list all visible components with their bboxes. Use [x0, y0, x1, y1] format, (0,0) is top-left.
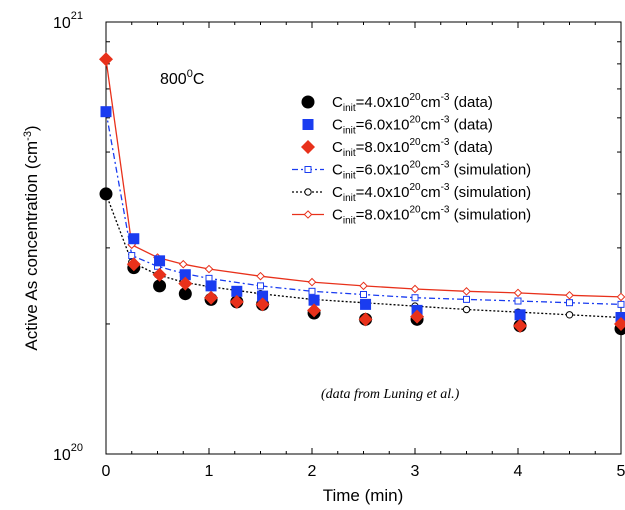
legend-label: Cinit=8.0x1020cm-3 (simulation)	[332, 205, 531, 227]
data-point-sim-4	[462, 305, 471, 314]
legend-label: Cinit=8.0x1020cm-3 (data)	[332, 137, 493, 159]
data-point-2	[614, 316, 625, 331]
data-point-sim-5	[616, 292, 625, 302]
data-point-0	[99, 187, 113, 201]
data-point-2	[513, 318, 528, 333]
y-tick-label: 1020	[53, 442, 83, 464]
x-tick-labels: 0 1 2 3 4 5	[102, 463, 625, 480]
data-point-1	[154, 255, 166, 267]
temperature-annotation: 8000C	[160, 68, 204, 88]
legend-entry: Cinit=8.0x1020cm-3 (simulation)	[292, 205, 531, 227]
data-point-2	[307, 303, 322, 318]
data-point-2	[358, 312, 373, 327]
data-point-0	[178, 287, 192, 301]
y-axis-label-exponent: -3	[22, 131, 34, 141]
data-point-sim-5	[462, 287, 471, 296]
data-point-1	[360, 298, 372, 310]
legend-label: Cinit=4.0x1020cm-3 (simulation)	[332, 182, 531, 204]
legend-entry: Cinit=4.0x1020cm-3 (simulation)	[292, 182, 531, 204]
data-point-1	[257, 290, 269, 302]
x-tick-label: 5	[617, 463, 625, 480]
x-axis-label: Time (min)	[323, 486, 404, 505]
data-point-2	[99, 52, 113, 67]
data-point-2	[410, 309, 425, 324]
data-point-sim-3	[617, 300, 625, 308]
data-point-sim-3	[566, 299, 573, 307]
data-point-sim-5	[204, 264, 214, 274]
legend-entry: Cinit=8.0x1020cm-3 (data)	[301, 137, 493, 159]
legend: Cinit=4.0x1020cm-3 (data)Cinit=6.0x1020c…	[292, 92, 531, 227]
y-tick-label: 1021	[53, 10, 83, 32]
data-point-1	[205, 280, 217, 292]
data-point-2	[204, 290, 219, 305]
legend-entry: Cinit=4.0x1020cm-3 (data)	[301, 92, 493, 114]
y-tick-labels: 1021 1020	[53, 10, 83, 464]
x-tick-label: 3	[411, 463, 420, 480]
data-point-1	[100, 106, 112, 118]
data-point-2	[152, 267, 167, 282]
data-point-1	[308, 294, 320, 306]
series-markers	[99, 52, 625, 336]
data-point-sim-3	[514, 297, 522, 305]
data-point-1	[179, 269, 191, 281]
data-point-2	[255, 297, 270, 312]
data-point-2	[178, 276, 193, 291]
data-point-sim-5	[307, 277, 317, 287]
data-point-2	[229, 294, 244, 309]
axis-ticks	[105, 22, 622, 454]
legend-entry: Cinit=6.0x1020cm-3 (simulation)	[292, 160, 531, 182]
data-point-sim-3	[463, 295, 470, 303]
data-point-sim-5	[256, 271, 265, 281]
x-tick-label: 1	[205, 463, 214, 480]
data-point-sim-5	[565, 290, 574, 300]
data-point-sim-5	[410, 284, 420, 294]
legend-marker	[301, 95, 315, 109]
legend-marker	[303, 210, 313, 219]
x-tick-label: 0	[102, 463, 111, 480]
data-point-1	[231, 285, 243, 297]
data-point-sim-5	[359, 281, 368, 291]
data-point-sim-3	[411, 294, 419, 302]
data-point-0	[153, 279, 167, 293]
y-axis-label: Active As concentration (cm-3)	[22, 125, 41, 350]
legend-label: Cinit=4.0x1020cm-3 (data)	[332, 92, 493, 114]
data-point-sim-3	[257, 282, 264, 290]
data-point-sim-5	[178, 259, 188, 269]
x-tick-label: 2	[308, 463, 317, 480]
data-point-sim-4	[565, 311, 574, 319]
data-point-sim-3	[360, 290, 367, 298]
legend-marker	[302, 119, 314, 130]
data-point-1	[514, 309, 526, 321]
data-point-1	[128, 233, 140, 245]
legend-entry: Cinit=6.0x1020cm-3 (data)	[302, 115, 493, 137]
legend-label: Cinit=6.0x1020cm-3 (simulation)	[332, 160, 531, 182]
legend-marker	[304, 188, 312, 196]
x-tick-label: 4	[514, 463, 523, 480]
legend-label: Cinit=6.0x1020cm-3 (data)	[332, 115, 493, 137]
legend-marker	[304, 166, 312, 173]
source-annotation: (data from Luning et al.)	[321, 387, 460, 402]
data-point-1	[615, 312, 625, 324]
data-point-sim-5	[513, 288, 523, 298]
legend-marker	[301, 140, 315, 154]
data-point-2	[126, 257, 141, 272]
data-point-sim-3	[308, 287, 316, 295]
